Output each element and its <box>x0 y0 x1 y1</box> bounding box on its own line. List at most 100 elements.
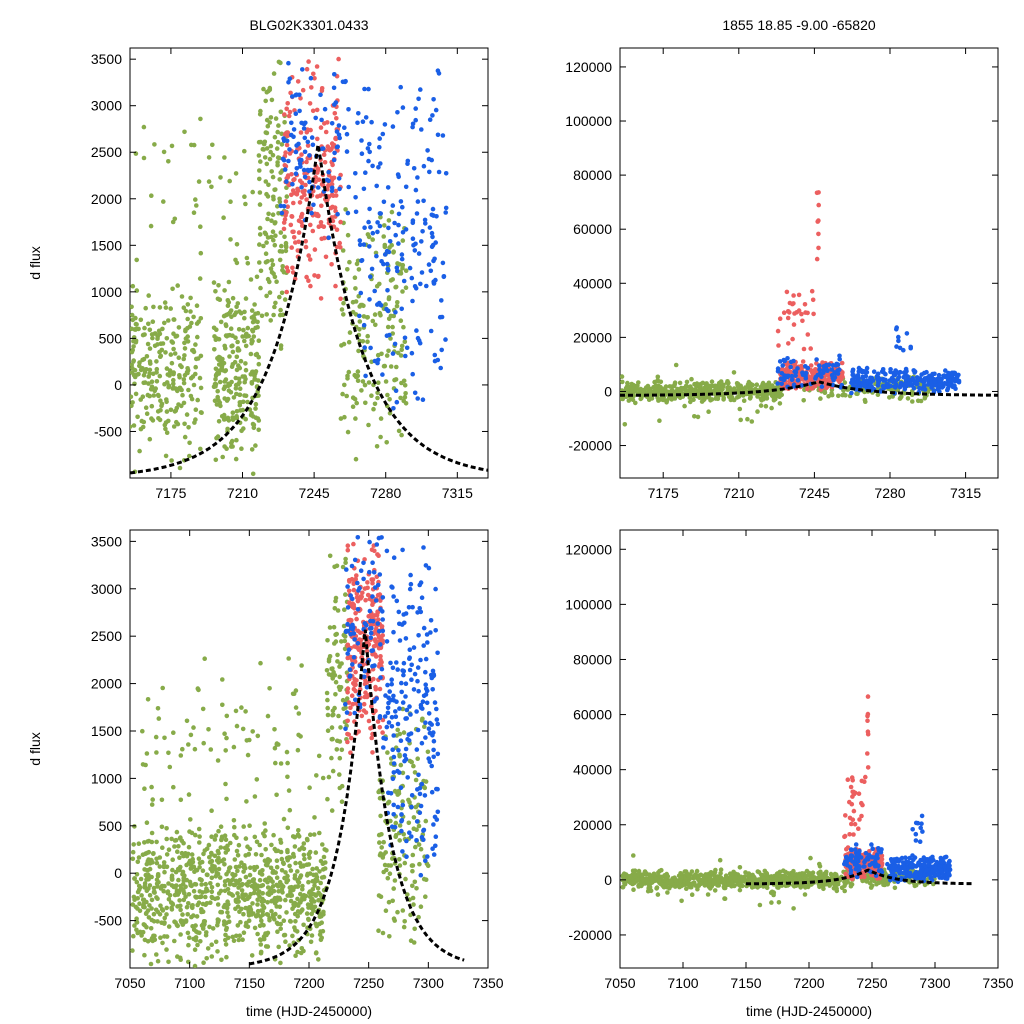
point-survey-green <box>388 818 393 824</box>
point-survey-green <box>142 952 147 958</box>
point-followup-blue <box>426 262 432 267</box>
point-survey-green <box>755 409 760 414</box>
point-survey-green <box>397 838 403 843</box>
point-survey-green <box>387 934 392 939</box>
point-followup-blue <box>343 726 348 732</box>
point-followup-blue <box>390 585 395 590</box>
point-survey-green <box>331 712 336 717</box>
point-survey-green <box>175 954 180 959</box>
point-followup-red <box>302 171 307 176</box>
point-survey-green <box>638 396 643 402</box>
point-survey-green <box>244 920 249 926</box>
point-survey-green <box>208 900 213 905</box>
point-followup-red <box>791 293 796 298</box>
point-survey-green <box>375 395 380 401</box>
point-followup-blue <box>307 179 312 185</box>
point-survey-green <box>236 880 241 886</box>
point-survey-green <box>183 851 188 856</box>
point-survey-green <box>418 846 424 852</box>
point-survey-green <box>320 861 326 866</box>
point-followup-blue <box>308 75 314 81</box>
point-survey-green <box>381 234 387 239</box>
point-followup-blue <box>284 138 290 144</box>
point-survey-green <box>226 891 232 896</box>
point-survey-green <box>325 728 331 733</box>
point-survey-green <box>276 211 281 216</box>
point-survey-green <box>229 440 234 446</box>
point-followup-red <box>359 594 365 599</box>
point-survey-green <box>285 774 290 780</box>
point-survey-green <box>228 880 233 886</box>
point-survey-green <box>206 179 212 184</box>
point-survey-green <box>335 659 340 664</box>
point-survey-green <box>263 179 269 184</box>
point-followup-blue <box>932 371 937 377</box>
point-survey-green <box>275 921 281 927</box>
point-survey-green <box>274 858 280 863</box>
point-followup-blue <box>443 210 449 215</box>
point-survey-green <box>278 307 283 313</box>
point-followup-blue <box>337 186 342 192</box>
point-survey-green <box>223 748 228 753</box>
point-survey-green <box>278 761 284 766</box>
point-survey-green <box>194 321 200 326</box>
point-survey-green <box>392 878 398 883</box>
point-survey-green <box>225 426 230 432</box>
point-survey-green <box>414 827 419 832</box>
point-followup-blue <box>392 220 397 226</box>
point-followup-red <box>373 687 379 692</box>
point-survey-green <box>222 731 227 736</box>
point-survey-green <box>287 807 293 813</box>
point-survey-green <box>162 915 167 921</box>
point-survey-green <box>321 912 326 917</box>
point-survey-green <box>215 394 220 400</box>
point-survey-green <box>172 892 178 898</box>
point-survey-green <box>193 197 198 202</box>
point-survey-green <box>190 905 195 911</box>
point-survey-green <box>395 300 400 305</box>
point-followup-blue <box>424 283 429 289</box>
point-survey-green <box>278 170 284 175</box>
point-survey-green <box>261 936 267 942</box>
point-followup-red <box>312 247 318 252</box>
point-followup-red <box>791 322 797 327</box>
point-survey-green <box>691 397 696 403</box>
point-survey-green <box>260 909 266 914</box>
point-followup-blue <box>318 92 323 98</box>
point-survey-green <box>801 398 806 403</box>
point-followup-red <box>800 359 806 364</box>
point-followup-red <box>322 160 328 165</box>
point-followup-blue <box>407 265 413 271</box>
point-followup-blue <box>391 693 396 699</box>
point-survey-green <box>181 840 186 846</box>
point-survey-green <box>342 634 348 639</box>
point-survey-green <box>317 869 322 874</box>
point-followup-blue <box>416 96 421 102</box>
point-followup-blue <box>419 834 425 840</box>
point-followup-blue <box>395 110 400 115</box>
point-followup-blue <box>394 399 400 405</box>
point-followup-red <box>800 318 805 324</box>
point-survey-green <box>235 923 241 928</box>
point-survey-green <box>164 366 170 371</box>
point-followup-red <box>303 182 308 188</box>
point-survey-green <box>376 832 382 838</box>
point-followup-blue <box>378 211 384 216</box>
point-survey-green <box>280 267 285 273</box>
point-survey-green <box>226 279 232 285</box>
point-survey-green <box>629 386 634 391</box>
point-survey-green <box>344 696 350 701</box>
point-followup-blue <box>388 660 393 666</box>
point-followup-blue <box>430 687 436 692</box>
point-survey-green <box>700 388 706 394</box>
point-followup-red <box>333 193 339 198</box>
point-survey-green <box>268 143 274 149</box>
point-followup-blue <box>405 775 411 780</box>
point-survey-green <box>212 853 218 859</box>
point-survey-green <box>192 746 198 752</box>
point-survey-green <box>342 382 347 388</box>
point-survey-green <box>186 942 191 948</box>
point-survey-green <box>169 143 175 149</box>
point-survey-green <box>836 393 841 399</box>
point-survey-green <box>748 386 753 391</box>
